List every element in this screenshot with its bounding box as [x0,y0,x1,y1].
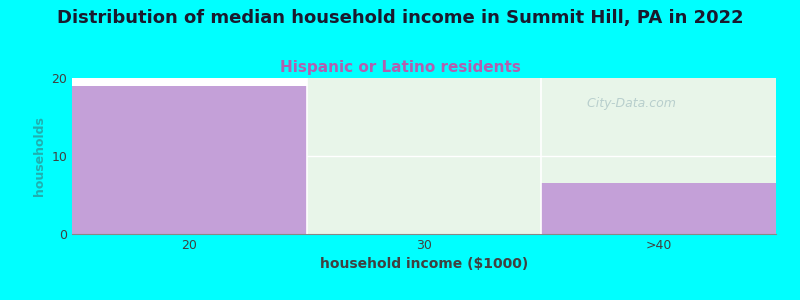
Bar [542,183,776,234]
Bar [72,86,306,234]
X-axis label: household income ($1000): household income ($1000) [320,257,528,272]
Text: City-Data.com: City-Data.com [579,97,676,110]
Text: Distribution of median household income in Summit Hill, PA in 2022: Distribution of median household income … [57,9,743,27]
Bar [306,78,776,234]
Text: Hispanic or Latino residents: Hispanic or Latino residents [279,60,521,75]
Y-axis label: households: households [33,116,46,196]
